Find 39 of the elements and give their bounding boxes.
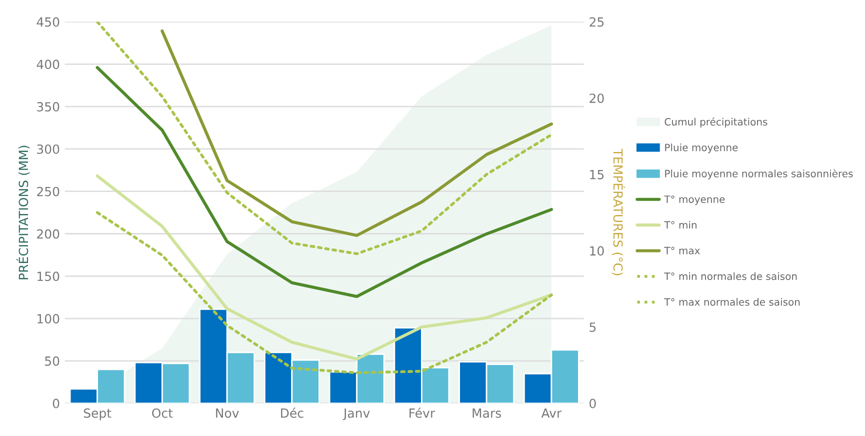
legend-label: T° max normales de saison (664, 298, 800, 306)
line-series (96, 66, 553, 298)
legend-label: T° moyenne (664, 195, 725, 205)
y2-tick-label: 20 (590, 94, 604, 104)
y2-tick-label: 0 (590, 398, 596, 408)
y-tick-label: 300 (37, 144, 60, 154)
legend-label: T° max (664, 246, 700, 254)
y-tick-label: 400 (36, 60, 60, 70)
y2-axis-title: TEMPÉRATURES (°C) (612, 148, 626, 276)
legend-label: Cumul précipitations (664, 117, 768, 128)
x-tick-label: Sept (84, 408, 112, 420)
x-tick-label: Mars (472, 408, 501, 418)
x-tick-label: Déc (281, 408, 304, 418)
x-tick-label: Avr (541, 408, 562, 418)
legend-label: T° min (664, 220, 696, 229)
line-series (96, 22, 553, 256)
line-series (160, 29, 553, 237)
y2-tick-label: 15 (590, 170, 604, 180)
y2-tick-label: 5 (590, 322, 596, 332)
y-tick-label: 150 (38, 272, 60, 282)
x-tick-label: Janv (342, 408, 370, 420)
y-tick-label: 250 (37, 186, 60, 196)
y-tick-label: 200 (37, 229, 60, 239)
y-tick-label: 100 (38, 314, 60, 324)
y2-tick-label: 25 (590, 17, 604, 27)
line-series (96, 211, 553, 374)
x-tick-label: Oct (152, 408, 173, 418)
y-tick-label: 0 (52, 398, 60, 408)
x-tick-label: Nov (216, 408, 239, 418)
y-tick-label: 50 (45, 356, 60, 366)
legend-label: Pluie moyenne normales saisonnières (665, 169, 853, 180)
y-axis-title: PRÉCIPITATIONS (MM) (16, 146, 30, 280)
y2-tick-label: 10 (590, 246, 604, 256)
legend-label: Pluie moyenne (665, 144, 738, 154)
line-series (96, 174, 553, 361)
y-tick-label: 450 (36, 17, 60, 27)
x-tick-label: Févr (410, 408, 436, 418)
y-tick-label: 350 (37, 102, 60, 112)
legend-label: T° min normales de saison (664, 272, 797, 280)
